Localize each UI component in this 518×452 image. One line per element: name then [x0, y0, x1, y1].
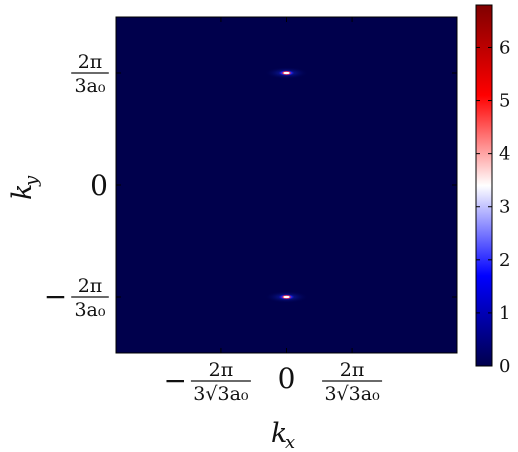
svg-text:3a₀: 3a₀	[74, 75, 105, 97]
svg-text:2π: 2π	[209, 359, 234, 381]
colorbar-tick-label: 1	[499, 303, 510, 324]
x-tick-marks	[220, 17, 353, 353]
colorbar-tick-label: 5	[499, 91, 510, 112]
svg-text:3√3a₀: 3√3a₀	[193, 383, 249, 405]
hotspot-1	[264, 67, 309, 79]
svg-text:k: k	[7, 184, 38, 200]
tick-label: 2π3√3a₀−	[163, 359, 251, 405]
colorbar-tick-label: 3	[499, 197, 510, 218]
colorbar-tick-label: 4	[499, 144, 510, 165]
svg-text:−: −	[44, 280, 67, 313]
colorbar-tick-label: 0	[499, 356, 510, 377]
svg-text:3√3a₀: 3√3a₀	[324, 383, 380, 405]
colorbar-ticks: 0 1 2 3 4 5 6	[476, 37, 510, 377]
colorbar-gradient	[476, 5, 492, 366]
svg-text:2π: 2π	[340, 359, 365, 381]
svg-text:−: −	[163, 364, 186, 397]
svg-text:y: y	[21, 175, 42, 187]
tick-label: 0	[278, 362, 296, 395]
hotspot-2	[264, 291, 309, 303]
colorbar: 0 1 2 3 4 5 6	[475, 4, 510, 377]
tick-label: 0	[90, 169, 108, 202]
svg-text:3a₀: 3a₀	[74, 299, 105, 321]
colorbar-frame	[475, 4, 493, 367]
svg-text:2π: 2π	[78, 275, 103, 297]
x-axis-label: k x	[271, 418, 295, 452]
y-tick-marks	[116, 72, 457, 298]
svg-text:2π: 2π	[78, 51, 103, 73]
svg-text:x: x	[285, 432, 295, 452]
svg-text:k: k	[271, 418, 287, 449]
hotspot-layer	[264, 67, 309, 303]
plot-area	[115, 16, 458, 354]
tick-label: 2π3√3a₀	[322, 359, 383, 405]
y-axis-label: k y	[7, 175, 42, 200]
colorbar-tick-label: 2	[499, 250, 510, 271]
colorbar-tick-label: 6	[499, 37, 510, 58]
x-tick-labels: 2π3√3a₀− 0 2π3√3a₀	[163, 359, 383, 405]
